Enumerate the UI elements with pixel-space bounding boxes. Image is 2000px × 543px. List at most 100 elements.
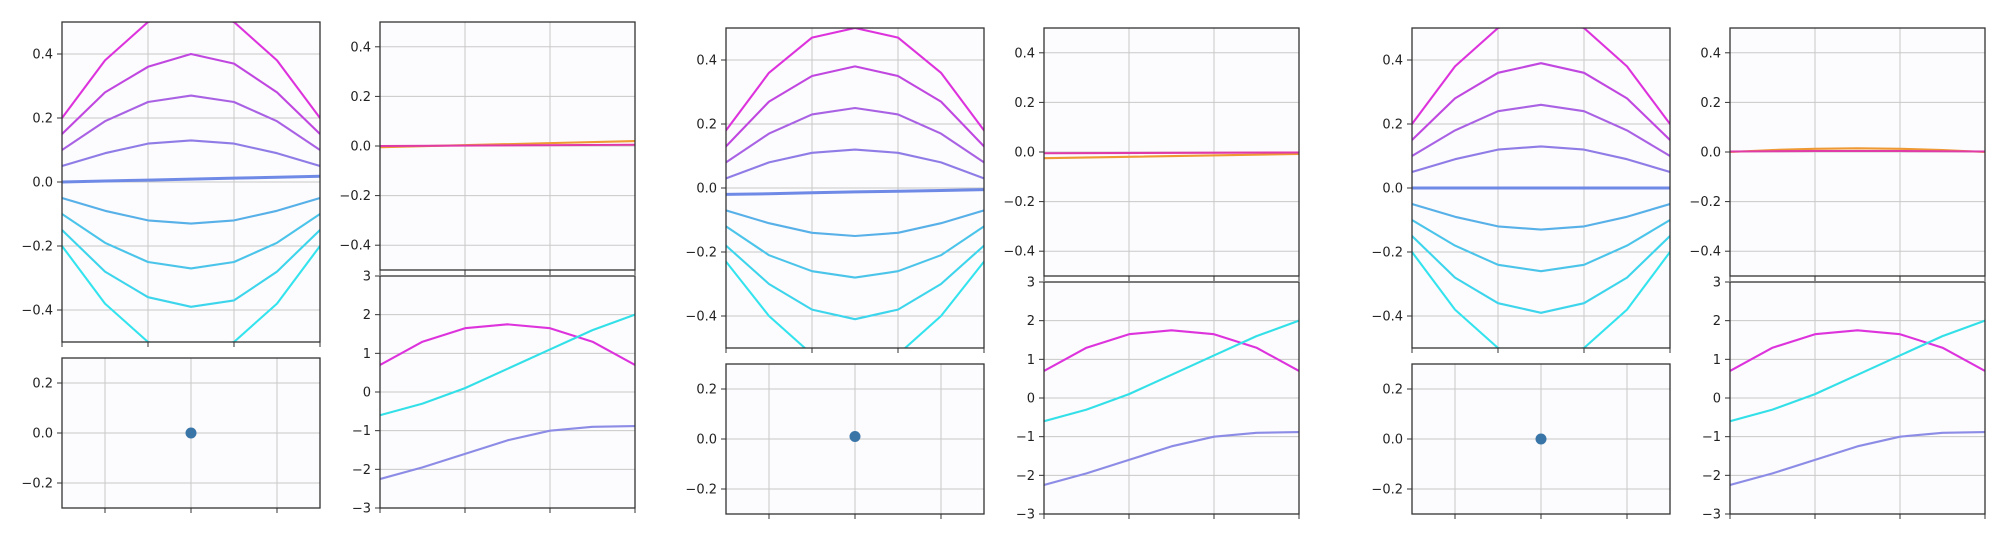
series-line-5	[62, 174, 320, 184]
y-tick-label: 1	[1713, 353, 1721, 368]
series-line-2	[1044, 151, 1299, 155]
series-line-6	[726, 209, 984, 238]
y-tick-label: 0.2	[1382, 383, 1403, 398]
y-tick-label: 0.0	[1382, 433, 1403, 448]
y-tick-label: 0	[1027, 392, 1035, 407]
y-tick-label: −0.4	[339, 239, 371, 254]
y-tick-label: 2	[1027, 314, 1035, 329]
axes-group1-field_slices: 0.4 0.2 0.0 −0.2 −0.4	[21, 21, 321, 347]
y-tick-label: −2	[1702, 469, 1721, 484]
series-line-1	[726, 28, 984, 132]
scatter-point	[849, 431, 861, 442]
series-line-1	[1412, 28, 1670, 126]
series-line-6	[1412, 202, 1670, 231]
y-tick-label: 3	[363, 270, 371, 285]
axes-frame	[1043, 281, 1300, 515]
y-tick-label: −0.2	[1689, 195, 1721, 210]
series-line-9	[62, 244, 320, 342]
axes-frame	[1411, 363, 1671, 515]
y-tick-label: 0.4	[696, 54, 717, 69]
series-line-2	[380, 143, 635, 148]
data-layer	[380, 313, 635, 481]
data-layer	[1730, 147, 1985, 154]
series-line-8	[1412, 234, 1670, 314]
y-tick-label: 0.0	[32, 427, 53, 442]
series-line-4	[1412, 145, 1670, 174]
y-tick-label: 0.4	[1014, 46, 1035, 61]
y-tick-label: −0.2	[21, 240, 53, 255]
y-tick-label: 3	[1027, 276, 1035, 291]
y-tick-label: −2	[352, 463, 371, 478]
y-tick-label: −1	[352, 424, 371, 439]
series-line-4	[726, 148, 984, 180]
axes-group3-point: 0.2 0.0 −0.2	[1371, 363, 1671, 519]
y-tick-label: 0	[363, 386, 371, 401]
y-tick-label: 0.0	[1700, 146, 1721, 161]
series-line-6	[62, 196, 320, 225]
axes-group3-flat_lines: 0.4 0.2 0.0 −0.2 −0.4	[1689, 27, 1986, 281]
y-tick-label: −0.2	[685, 246, 717, 261]
series-line-9	[726, 260, 984, 348]
series-line-1	[62, 22, 320, 120]
y-tick-label: 0.4	[1382, 54, 1403, 69]
axes-frame	[1729, 27, 1986, 277]
y-tick-label: −0.2	[1371, 246, 1403, 261]
series-line-2	[1412, 62, 1670, 142]
y-tick-label: 0.0	[696, 433, 717, 448]
axes-frame	[379, 21, 636, 271]
y-tick-label: 0.0	[1014, 146, 1035, 161]
y-tick-label: −0.2	[339, 189, 371, 204]
y-tick-label: 0.2	[1014, 96, 1035, 111]
scatter-point	[185, 427, 197, 439]
axes-group1-curves: 3 2 1 0 −1 −2 −3	[352, 270, 636, 517]
data-layer	[849, 431, 861, 442]
y-tick-label: 0.4	[350, 40, 371, 55]
axes-group1-point: 0.2 0.0 −0.2	[21, 357, 321, 513]
axes-frame	[725, 27, 985, 349]
data-layer	[380, 139, 635, 149]
data-layer	[1044, 151, 1299, 160]
series-line-2	[380, 313, 635, 417]
series-line-2	[62, 52, 320, 136]
y-tick-label: 0.2	[32, 377, 53, 392]
data-layer	[1730, 319, 1985, 487]
series-line-2	[726, 65, 984, 148]
y-tick-label: −0.4	[1003, 245, 1035, 260]
series-line-3	[380, 424, 635, 481]
axes-frame	[1411, 27, 1671, 349]
y-tick-label: 0	[1713, 392, 1721, 407]
y-tick-label: 2	[363, 308, 371, 323]
data-layer	[726, 28, 984, 348]
y-tick-label: −0.4	[1689, 245, 1721, 260]
series-line-1	[1044, 152, 1299, 160]
data-layer	[185, 427, 197, 439]
axes-frame	[61, 357, 321, 509]
series-line-3	[62, 94, 320, 152]
series-line-3	[1044, 430, 1299, 487]
series-line-7	[1412, 218, 1670, 273]
y-tick-label: 0.0	[32, 176, 53, 191]
data-layer	[1535, 433, 1547, 445]
y-tick-label: −0.2	[21, 477, 53, 492]
scatter-point	[1535, 433, 1547, 445]
axes-frame	[379, 275, 636, 509]
series-line-8	[62, 228, 320, 308]
y-tick-label: −3	[1702, 508, 1721, 523]
series-line-9	[1412, 250, 1670, 348]
axes-group3-field_slices: 0.4 0.2 0.0 −0.2 −0.4	[1371, 27, 1671, 353]
axes-frame	[725, 363, 985, 515]
data-layer	[62, 22, 320, 342]
axes-group3-curves: 3 2 1 0 −1 −2 −3	[1702, 276, 1986, 523]
y-tick-label: −0.4	[21, 304, 53, 319]
y-tick-label: 0.4	[1700, 46, 1721, 61]
y-tick-label: 0.0	[1382, 182, 1403, 197]
series-line-1	[1044, 329, 1299, 372]
series-line-3	[1730, 430, 1985, 487]
data-layer	[1044, 319, 1299, 487]
axes-frame	[1043, 27, 1300, 277]
y-tick-label: 0.2	[696, 118, 717, 133]
y-tick-label: −3	[352, 502, 371, 517]
y-tick-label: −0.2	[685, 483, 717, 498]
y-tick-label: 0.2	[1700, 96, 1721, 111]
